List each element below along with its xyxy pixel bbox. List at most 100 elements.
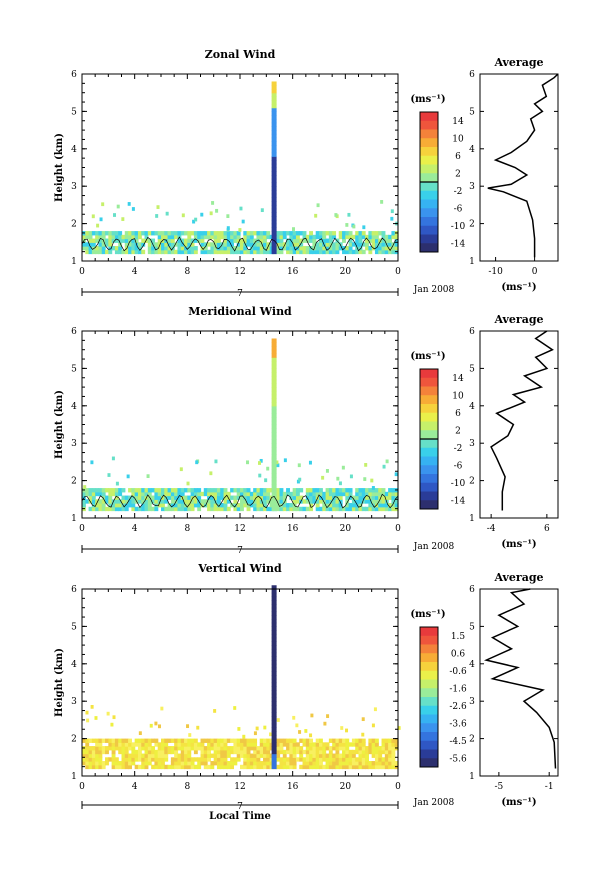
colorbar-cell: [420, 662, 438, 672]
heatmap-cell: [164, 753, 169, 758]
heatmap-cell: [325, 469, 329, 473]
heatmap-cell: [144, 746, 149, 751]
heatmap-cell: [111, 753, 116, 758]
heatmap-cell: [164, 231, 169, 236]
heatmap-cell: [165, 211, 169, 216]
heatmap-cell: [394, 491, 399, 497]
heatmap-cell: [289, 761, 294, 766]
colorbar-tick-label: -6: [454, 461, 463, 471]
heatmap-cell: [391, 506, 396, 512]
heatmap-cell: [192, 219, 196, 224]
heatmap-cell: [378, 499, 383, 504]
heatmap-cell: [128, 246, 132, 251]
heatmap-cell: [368, 764, 373, 770]
heatmap-cell: [351, 761, 356, 766]
heatmap-cell: [230, 764, 235, 770]
heatmap-cell: [161, 738, 165, 743]
heatmap-cell: [394, 234, 399, 240]
heatmap-cell: [161, 761, 165, 766]
heatmap-cell: [91, 506, 96, 512]
heatmap-cell: [180, 746, 185, 751]
heatmap-cell: [108, 757, 113, 762]
heatmap-cell: [271, 626, 277, 631]
heatmap-cell: [249, 503, 254, 508]
heatmap-cell: [213, 738, 218, 743]
heatmap-cell: [223, 231, 228, 236]
heatmap-cell: [358, 488, 363, 493]
heatmap-cell: [269, 742, 274, 747]
heatmap-cell: [319, 742, 323, 747]
heatmap-cell: [128, 738, 132, 743]
average-y-tick-label: 4: [469, 660, 475, 670]
heatmap-cell: [266, 738, 271, 743]
heatmap-cell: [325, 491, 330, 497]
heatmap-cell: [233, 746, 238, 751]
heatmap-cell: [213, 249, 218, 255]
heatmap-cell: [271, 761, 277, 766]
heatmap-cell: [121, 217, 125, 221]
heatmap-cell: [338, 506, 343, 512]
average-y-tick-label: 4: [469, 402, 475, 412]
heatmap-cell: [271, 216, 277, 221]
heatmap-cell: [223, 499, 228, 504]
heatmap-cell: [314, 213, 318, 218]
heatmap-cell: [342, 746, 346, 751]
heatmap-cell: [154, 249, 159, 255]
colorbar-tick-label: -4.5: [449, 737, 467, 747]
heatmap-cell: [147, 488, 152, 493]
heatmap-cell: [319, 246, 323, 251]
heatmap-cell: [147, 249, 152, 255]
heatmap-cell: [134, 238, 139, 243]
heatmap-cell: [371, 238, 376, 243]
heatmap-cell: [226, 228, 230, 232]
heatmap-cell: [371, 761, 376, 766]
heatmap-cell: [111, 488, 116, 493]
heatmap-cell: [240, 488, 244, 493]
heatmap-cell: [276, 242, 281, 247]
heatmap-cell: [345, 764, 350, 770]
date-bar-label: 7: [237, 546, 243, 556]
heatmap-cell: [203, 746, 208, 751]
heatmap-cell: [271, 227, 277, 232]
heatmap-cell: [271, 476, 277, 482]
heatmap-cell: [271, 484, 277, 489]
heatmap-cell: [82, 503, 86, 508]
heatmap-cell: [144, 499, 149, 504]
heatmap-cell: [355, 242, 360, 247]
heatmap-cell: [128, 238, 132, 243]
heatmap-cell: [373, 707, 377, 712]
heatmap-cell: [184, 746, 188, 751]
heatmap-cell: [335, 246, 340, 251]
heatmap-cell: [342, 757, 346, 762]
heatmap-cell: [266, 757, 271, 762]
heatmap-cell: [325, 246, 330, 251]
heatmap-cell: [259, 238, 264, 243]
heatmap-cell: [131, 746, 136, 751]
heatmap-cell: [391, 234, 396, 240]
heatmap-cell: [299, 231, 304, 236]
heatmap-cell: [240, 738, 244, 743]
heatmap-cell: [82, 761, 86, 766]
heatmap-cell: [394, 472, 398, 477]
heatmap-cell: [190, 742, 195, 747]
heatmap-cell: [312, 761, 317, 766]
heatmap-cell: [299, 488, 304, 493]
heatmap-cell: [243, 488, 248, 493]
heatmap-cell: [289, 757, 294, 762]
heatmap-cell: [82, 242, 86, 247]
heatmap-cell: [260, 208, 264, 213]
heatmap-cell: [378, 495, 383, 500]
heatmap-cell: [180, 738, 185, 743]
heatmap-cell: [253, 749, 258, 755]
heatmap-cell: [107, 473, 111, 477]
heatmap-cell: [82, 738, 86, 743]
heatmap-cell: [207, 488, 211, 493]
heatmap-cell: [315, 231, 320, 236]
heatmap-cell: [263, 503, 267, 508]
heatmap-cell: [114, 246, 119, 251]
heatmap-cell: [216, 249, 221, 255]
colorbar-tick-label: 14: [452, 117, 464, 127]
heatmap-cell: [365, 749, 369, 755]
heatmap-cell: [236, 231, 241, 236]
